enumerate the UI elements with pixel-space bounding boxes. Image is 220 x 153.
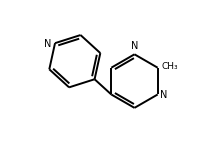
Text: N: N — [44, 39, 52, 49]
Text: N: N — [160, 90, 168, 100]
Text: N: N — [131, 41, 138, 51]
Text: CH₃: CH₃ — [161, 62, 178, 71]
